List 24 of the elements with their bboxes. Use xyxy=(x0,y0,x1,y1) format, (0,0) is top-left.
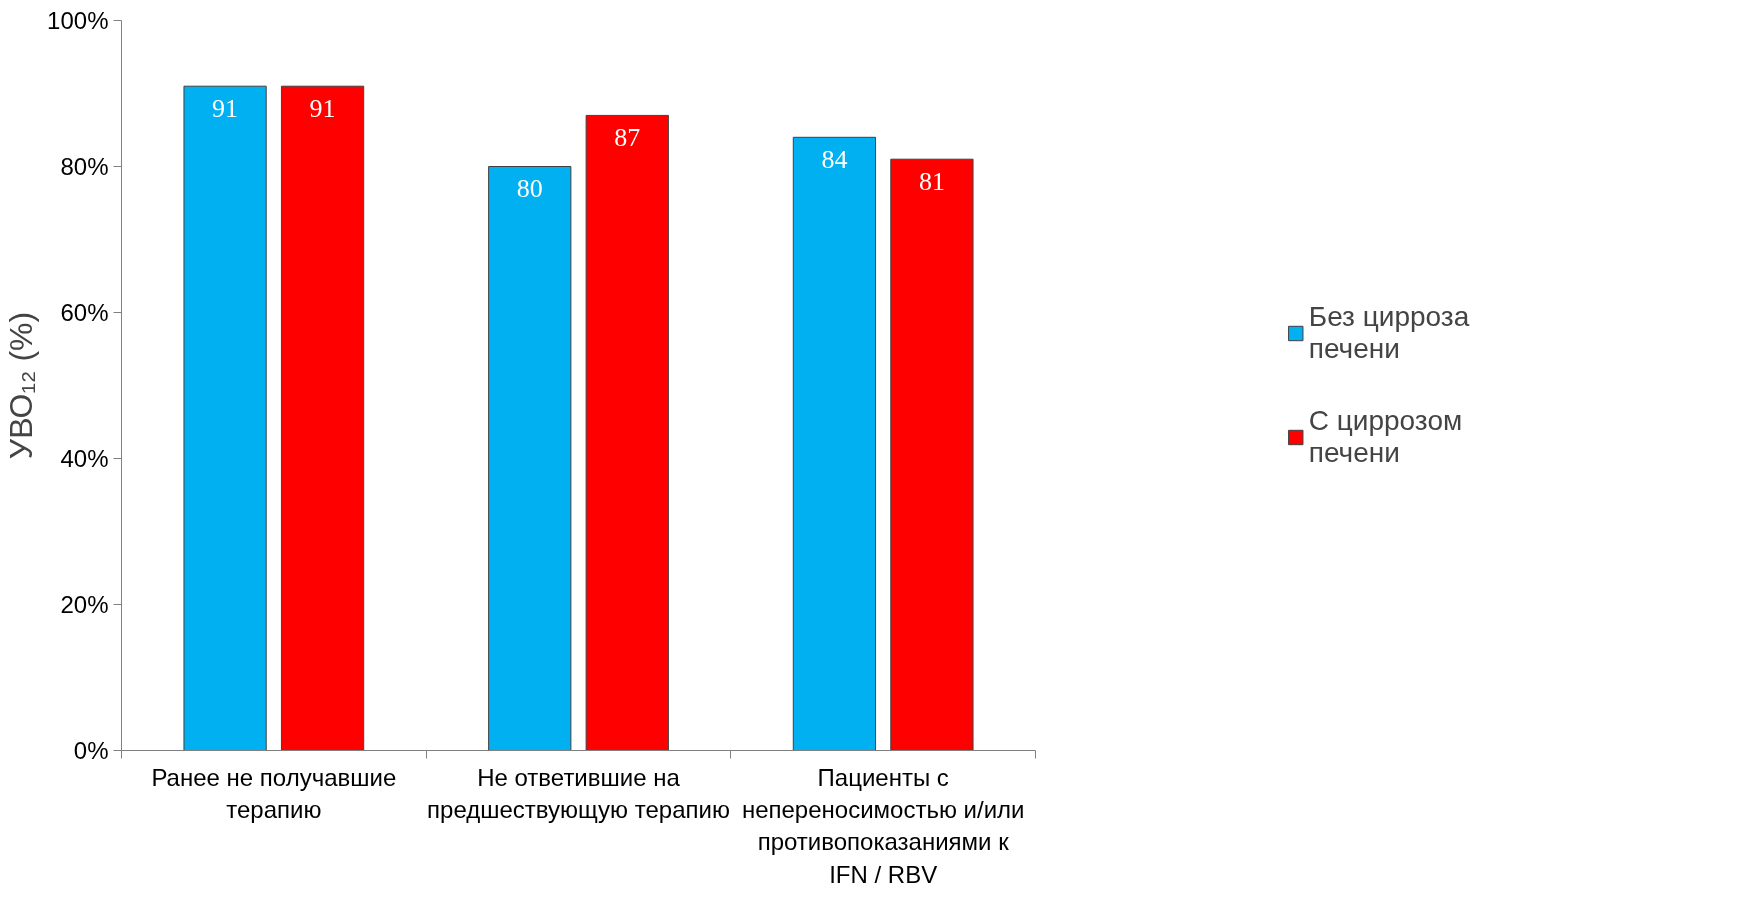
y-tick-label: 20% xyxy=(60,591,109,618)
data-label: 81 xyxy=(918,166,945,196)
y-axis-title: УВО₁₂ (%) xyxy=(3,311,40,460)
x-tick-label: Не ответившие на предшествующую терапию xyxy=(427,763,730,823)
bar xyxy=(585,114,669,751)
bar xyxy=(183,85,267,751)
data-label: 91 xyxy=(212,93,239,123)
data-label: 91 xyxy=(309,93,336,123)
y-tick-label: 40% xyxy=(60,445,109,472)
y-tick-label: 80% xyxy=(60,153,109,180)
y-tick-label: 0% xyxy=(73,737,109,764)
bar xyxy=(280,85,365,751)
x-tick-label: Пациенты с непереносимостью и/или противопоказаниями к IFN / RBV xyxy=(741,763,1025,888)
bar xyxy=(890,158,974,751)
x-tick-label: Ранее не получавшие терапию xyxy=(151,763,397,823)
data-label: 84 xyxy=(821,144,848,174)
legend-label: Без цирроза печени xyxy=(1308,301,1470,365)
bar xyxy=(488,166,572,751)
legend-label: С циррозом печени xyxy=(1308,405,1463,469)
data-label: 87 xyxy=(614,122,641,152)
y-tick-label: 100% xyxy=(47,7,109,34)
bar xyxy=(792,136,877,751)
data-label: 80 xyxy=(516,173,543,203)
y-tick-label: 60% xyxy=(60,299,109,326)
